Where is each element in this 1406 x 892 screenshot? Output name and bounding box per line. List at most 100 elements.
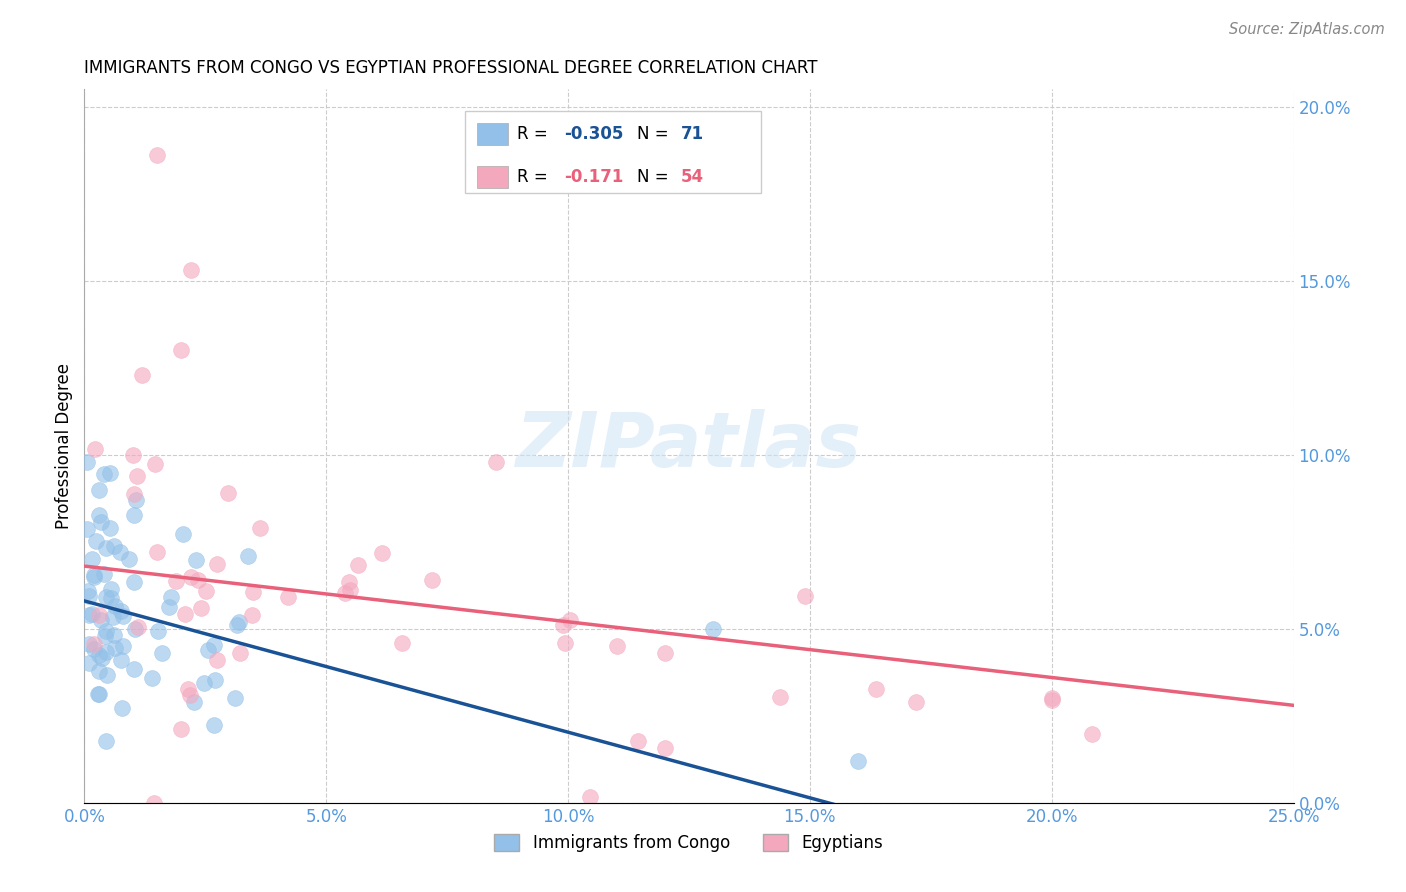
Point	[159, 599, 181, 614]
Point	[82, 552, 104, 566]
Point	[1040, 693, 1063, 707]
Point	[202, 718, 225, 732]
Point	[76, 522, 98, 536]
Point	[180, 570, 202, 584]
Point	[205, 653, 228, 667]
Point	[100, 591, 122, 605]
Point	[420, 573, 443, 587]
Point	[654, 646, 676, 660]
Point	[94, 590, 117, 604]
Point	[228, 615, 250, 629]
Point	[174, 607, 197, 621]
Point	[558, 613, 581, 627]
Point	[100, 582, 122, 596]
Point	[654, 741, 676, 756]
Point	[131, 368, 153, 382]
Point	[184, 553, 207, 567]
Text: -0.305: -0.305	[564, 125, 624, 143]
Point	[339, 582, 361, 597]
Point	[793, 589, 815, 603]
Point	[905, 695, 928, 709]
Point	[249, 521, 271, 535]
Point	[176, 681, 198, 696]
Point	[370, 546, 392, 560]
Point	[98, 467, 121, 481]
Point	[83, 567, 105, 582]
Point	[165, 574, 187, 589]
Point	[217, 486, 239, 500]
Point	[190, 600, 212, 615]
Point	[229, 646, 252, 660]
Point	[143, 457, 166, 471]
Point	[187, 573, 209, 587]
Point	[84, 442, 107, 456]
Point	[183, 695, 205, 709]
Point	[627, 734, 650, 748]
Point	[77, 607, 100, 622]
Text: N =: N =	[637, 168, 673, 186]
Point	[146, 624, 169, 638]
Point	[125, 492, 148, 507]
Point	[96, 734, 118, 748]
Point	[103, 628, 125, 642]
Point	[77, 583, 100, 598]
Point	[122, 487, 145, 501]
Point	[111, 640, 134, 654]
Point	[79, 637, 101, 651]
Point	[551, 618, 574, 632]
Point	[179, 688, 201, 702]
Point	[769, 690, 792, 704]
Point	[83, 637, 105, 651]
Point	[89, 508, 111, 522]
Point	[205, 558, 228, 572]
Point	[865, 682, 887, 697]
Point	[197, 642, 219, 657]
Point	[193, 675, 215, 690]
Point	[94, 629, 117, 643]
Text: R =: R =	[517, 125, 553, 143]
Point	[103, 539, 125, 553]
Point	[90, 515, 112, 529]
Point	[240, 607, 263, 622]
Point	[80, 607, 103, 622]
FancyBboxPatch shape	[478, 123, 508, 145]
Point	[846, 754, 869, 768]
Point	[83, 642, 105, 657]
Point	[195, 583, 218, 598]
Point	[238, 549, 260, 563]
Point	[150, 646, 173, 660]
Point	[101, 610, 124, 624]
Point	[606, 639, 628, 653]
Point	[89, 664, 111, 678]
Point	[111, 701, 134, 715]
Text: Source: ZipAtlas.com: Source: ZipAtlas.com	[1229, 22, 1385, 37]
Point	[87, 687, 110, 701]
Text: IMMIGRANTS FROM CONGO VS EGYPTIAN PROFESSIONAL DEGREE CORRELATION CHART: IMMIGRANTS FROM CONGO VS EGYPTIAN PROFES…	[84, 59, 818, 77]
Point	[224, 690, 246, 705]
Point	[337, 574, 360, 589]
Point	[172, 527, 194, 541]
Point	[87, 608, 110, 623]
Text: -0.171: -0.171	[564, 168, 624, 186]
Point	[93, 566, 115, 581]
Point	[125, 469, 148, 483]
Point	[87, 648, 110, 663]
Point	[335, 586, 357, 600]
Point	[122, 508, 145, 523]
Text: N =: N =	[637, 125, 673, 143]
Point	[1040, 691, 1063, 706]
Point	[96, 667, 118, 681]
Point	[160, 590, 183, 604]
Y-axis label: Professional Degree: Professional Degree	[55, 363, 73, 529]
Point	[391, 636, 413, 650]
Point	[122, 575, 145, 590]
Point	[108, 545, 131, 559]
Point	[127, 620, 149, 634]
Point	[143, 796, 166, 810]
Point	[242, 585, 264, 599]
Point	[110, 604, 132, 618]
Text: R =: R =	[517, 168, 558, 186]
Point	[170, 343, 193, 358]
Point	[702, 622, 724, 636]
Point	[87, 687, 110, 701]
